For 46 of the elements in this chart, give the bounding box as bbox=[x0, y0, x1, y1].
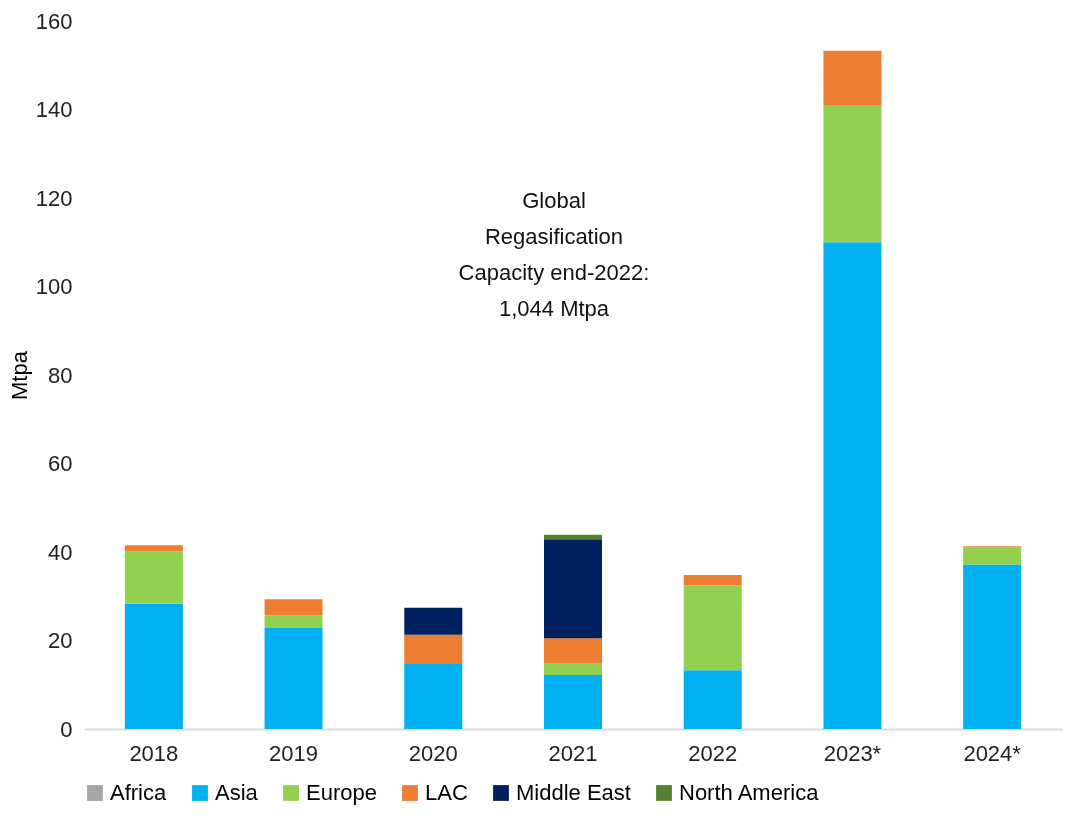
bar bbox=[264, 615, 323, 629]
bar bbox=[963, 547, 1022, 565]
bar bbox=[823, 105, 882, 243]
bar bbox=[963, 564, 1022, 729]
bar bbox=[823, 50, 882, 106]
bar bbox=[683, 585, 742, 671]
bar bbox=[683, 670, 742, 729]
legend-label: Europe bbox=[306, 780, 377, 805]
y-tick-label: 120 bbox=[35, 185, 73, 211]
x-tick-label: 2021 bbox=[548, 740, 598, 766]
x-tick-label: 2020 bbox=[408, 740, 458, 766]
x-tick-label: 2019 bbox=[269, 740, 319, 766]
y-tick-label: 60 bbox=[48, 451, 73, 476]
y-tick-label: 0 bbox=[60, 716, 73, 742]
bar bbox=[264, 599, 323, 616]
bar bbox=[544, 663, 602, 676]
legend-label: Middle East bbox=[516, 780, 631, 805]
y-tick-label: 40 bbox=[48, 539, 73, 565]
bar bbox=[404, 634, 463, 664]
bar bbox=[544, 534, 602, 540]
x-tick-label: 2018 bbox=[129, 740, 179, 766]
bar bbox=[124, 545, 183, 552]
bar bbox=[264, 628, 323, 729]
bar bbox=[683, 575, 742, 586]
bar bbox=[124, 551, 183, 604]
legend-label: Africa bbox=[110, 780, 167, 805]
bar bbox=[124, 603, 183, 729]
x-tick-label: 2022 bbox=[688, 740, 738, 766]
bar bbox=[544, 675, 602, 729]
y-axis-title: Mtpa bbox=[6, 350, 32, 400]
y-tick-label: 20 bbox=[48, 628, 73, 653]
bar bbox=[544, 539, 602, 639]
y-tick-label: 80 bbox=[48, 362, 73, 388]
bar bbox=[404, 663, 463, 729]
legend-label: Asia bbox=[215, 780, 259, 805]
legend-label: LAC bbox=[425, 780, 468, 805]
x-tick-label: 2023* bbox=[823, 740, 882, 766]
bar bbox=[823, 242, 882, 729]
bar bbox=[404, 607, 463, 635]
y-tick-label: 160 bbox=[35, 8, 73, 34]
x-tick-label: 2024* bbox=[963, 740, 1022, 766]
bar bbox=[544, 638, 602, 664]
y-tick-label: 100 bbox=[35, 274, 73, 299]
annotation: Global Regasification Capacity end-2022: 1,044 Mtpa bbox=[458, 188, 650, 321]
y-tick-label: 140 bbox=[35, 97, 73, 122]
legend-label: North America bbox=[679, 780, 820, 805]
